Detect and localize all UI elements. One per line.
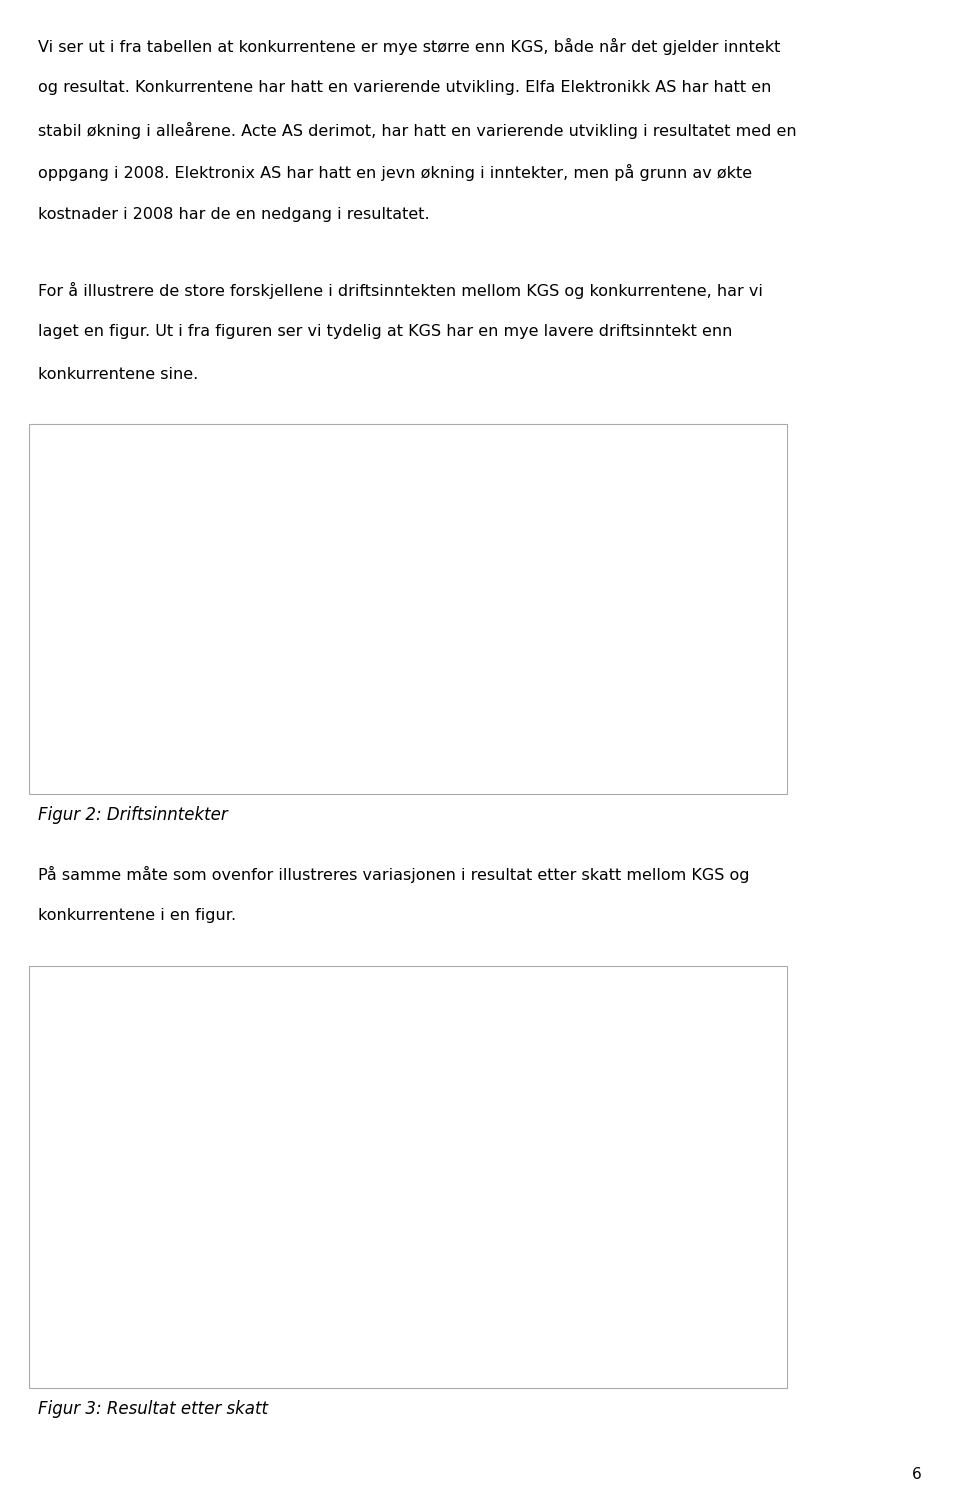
Bar — [518, 724, 536, 741]
Bar — [468, 496, 484, 741]
Bar — [317, 1212, 334, 1219]
Bar — [300, 687, 317, 741]
Bar — [484, 605, 501, 741]
Text: På samme måte som ovenfor illustreres variasjonen i resultat etter skatt mellom : På samme måte som ovenfor illustreres va… — [38, 866, 750, 883]
Text: konkurrentene sine.: konkurrentene sine. — [38, 367, 199, 382]
Bar — [384, 1215, 400, 1219]
Bar — [217, 1209, 233, 1219]
Text: kostnader i 2008 har de en nedgang i resultatet.: kostnader i 2008 har de en nedgang i res… — [38, 207, 430, 222]
Bar — [367, 509, 384, 741]
Bar — [182, 681, 200, 741]
Legend: Elfa Elektronikk AS, Acte AS, Elektronix AS, KGS Systemer AS: Elfa Elektronikk AS, Acte AS, Elektronix… — [597, 1011, 753, 1105]
Bar — [400, 1154, 418, 1219]
Bar — [165, 549, 182, 741]
Bar — [468, 997, 484, 1219]
Bar — [200, 691, 217, 741]
Bar — [484, 1192, 501, 1219]
Bar — [283, 1188, 300, 1219]
Text: Vi ser ut i fra tabellen at konkurrentene er mye større enn KGS, både når det gj: Vi ser ut i fra tabellen at konkurrenten… — [38, 38, 780, 54]
Text: Figur 3: Resultat etter skatt: Figur 3: Resultat etter skatt — [38, 1400, 269, 1418]
Bar — [501, 658, 518, 741]
Text: For å illustrere de store forskjellene i driftsinntekten mellom KGS og konkurren: For å illustrere de store forskjellene i… — [38, 282, 763, 299]
Bar — [384, 604, 400, 741]
Bar — [165, 1117, 182, 1219]
Bar — [501, 1168, 518, 1219]
Bar — [300, 1182, 317, 1219]
Text: og resultat. Konkurrentene har hatt en varierende utvikling. Elfa Elektronikk AS: og resultat. Konkurrentene har hatt en v… — [38, 80, 772, 95]
Text: oppgang i 2008. Elektronix AS har hatt en jevn økning i inntekter, men på grunn : oppgang i 2008. Elektronix AS har hatt e… — [38, 164, 753, 181]
Bar — [200, 1192, 217, 1219]
Text: laget en figur. Ut i fra figuren ser vi tydelig at KGS har en mye lavere driftsi: laget en figur. Ut i fra figuren ser vi … — [38, 324, 732, 340]
Bar — [266, 528, 283, 741]
Text: Figur 2: Driftsinntekter: Figur 2: Driftsinntekter — [38, 806, 228, 824]
Bar — [418, 1209, 435, 1219]
Bar — [418, 726, 435, 741]
Bar — [182, 1219, 200, 1296]
Bar — [283, 634, 300, 741]
Bar — [266, 1025, 283, 1219]
Text: 6: 6 — [912, 1467, 922, 1482]
Bar — [367, 1020, 384, 1219]
Bar — [400, 661, 418, 741]
Text: stabil økning i alleårene. Acte AS derimot, har hatt en varierende utvikling i r: stabil økning i alleårene. Acte AS derim… — [38, 122, 797, 139]
Bar — [217, 729, 233, 741]
Text: konkurrentene i en figur.: konkurrentene i en figur. — [38, 908, 236, 924]
Legend: Elfa Elektronikk AS, Acte AS, Elektronix AS, KGS Systemer AS: Elfa Elektronikk AS, Acte AS, Elektronix… — [597, 462, 753, 555]
Bar — [317, 729, 334, 741]
Bar — [518, 1209, 536, 1219]
